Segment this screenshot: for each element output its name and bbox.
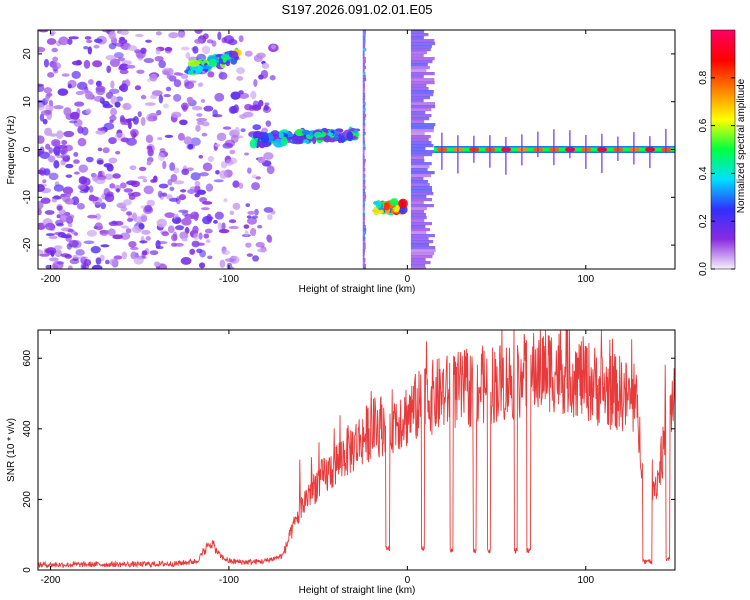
spectrogram-x-tick-label: 0: [405, 274, 411, 285]
snr-x-tick-label: 100: [577, 575, 594, 586]
figure-title: S197.2026.091.02.01.E05: [281, 2, 432, 17]
spectrogram-xlabel: Height of straight line (km): [299, 284, 416, 295]
snr-line: [38, 330, 675, 569]
snr-x-tick-label: -100: [219, 575, 239, 586]
heatmap-feature-vertical-streak: [410, 30, 436, 269]
spectrogram-x-tick-label: -200: [40, 274, 60, 285]
snr-frame: [37, 329, 676, 571]
colorbar-tick-label: 0.2: [698, 214, 709, 228]
snr-y-tick-label: 200: [22, 491, 33, 508]
colorbar-gradient: [710, 29, 736, 270]
heatmap-feature-diffuse-noise: [38, 30, 279, 269]
snr-x-tick-label: 0: [405, 575, 411, 586]
snr-xlabel: Height of straight line (km): [299, 585, 416, 596]
heatmap-feature-low-cluster: [372, 198, 408, 216]
spectrogram-x-tick-label: -100: [219, 274, 239, 285]
heatmap-feature-bright-streak: [184, 47, 242, 76]
colorbar: 0.0 0.2 0.4 0.6 0.8 Normalized spectral ampl…: [698, 29, 747, 276]
snr-y-tick-label: 400: [22, 420, 33, 437]
spectrogram-ylabel: Frequency (Hz): [6, 116, 17, 185]
heatmap-feature-middle-blobs: [249, 126, 361, 149]
spectrogram-x-tick-label: 100: [577, 274, 594, 285]
spectrogram-y-tick-label: -10: [22, 190, 33, 205]
colorbar-tick-label: 0.6: [698, 118, 709, 132]
colorbar-tick-label: 0.4: [698, 166, 709, 180]
snr-ylabel: SNR (10 * v/v): [6, 418, 17, 482]
snr-panel: -200 -100 0 100 0 200 400 600 Height of straigh…: [6, 329, 676, 596]
snr-x-tick-label: -200: [40, 575, 60, 586]
snr-y-tick-label: 0: [22, 567, 33, 573]
spectrogram-y-tick-label: 0: [22, 146, 33, 152]
colorbar-tick-label: 0.8: [698, 70, 709, 84]
snr-y-tick-label: 600: [22, 349, 33, 366]
colorbar-tick-label: 0.0: [698, 262, 709, 276]
heatmap-feature-carrier-line: [434, 128, 675, 175]
spectrogram-heatmap: [38, 30, 675, 269]
colorbar-label: Normalized spectral amplitude: [736, 78, 747, 213]
spectrogram-y-tick-label: 10: [22, 96, 33, 108]
heatmap-feature-vertical-streak: [362, 30, 367, 269]
spectrogram-y-tick-label: -20: [22, 237, 33, 252]
spectrogram-y-tick-label: 20: [22, 48, 33, 60]
